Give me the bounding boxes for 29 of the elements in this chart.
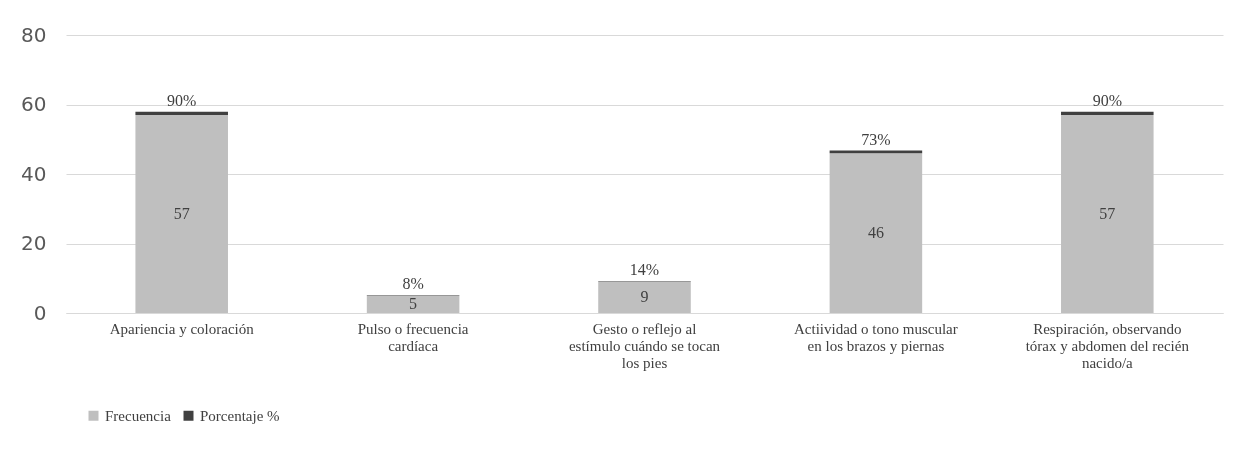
data-label: 90% [1092,91,1122,109]
data-label: 8% [402,275,424,293]
bar [829,153,923,313]
data-label: 57 [173,204,190,222]
y-tick-label: 0 [33,300,47,325]
x-tick-label: Gesto o reflejo al estímulo cuándo se tocan los pies [568,320,721,371]
bar [366,295,460,313]
y-tick-label: 20 [21,231,47,255]
legend-label: Frecuencia [105,407,172,424]
x-tick-label: Pulso o frecuencia cardíaca [357,320,469,354]
x-tick-label: Apariencia y coloración [109,320,255,337]
y-tick-label: 40 [21,161,47,186]
data-label: 90% [167,91,197,109]
data-label: 57 [1099,204,1116,222]
data-label: 14% [629,261,660,279]
bar [1061,111,1154,115]
bar [598,281,691,313]
y-tick-label: 60 [21,92,47,116]
legend-label: Porcentaje % [200,407,280,424]
data-label: 73% [861,130,891,148]
y-tick-label: 80 [21,22,47,47]
data-label: 5 [409,295,418,313]
x-tick-label: Respiración, observando tórax y abdomen del recién nacido/a [1025,320,1190,371]
x-tick-label: Actiividad o tono muscular en los brazos y piernas [794,320,958,354]
data-label: 46 [867,224,884,242]
bar [135,111,228,115]
bar [1061,114,1154,313]
bar [135,114,228,313]
data-label: 9 [640,288,649,306]
